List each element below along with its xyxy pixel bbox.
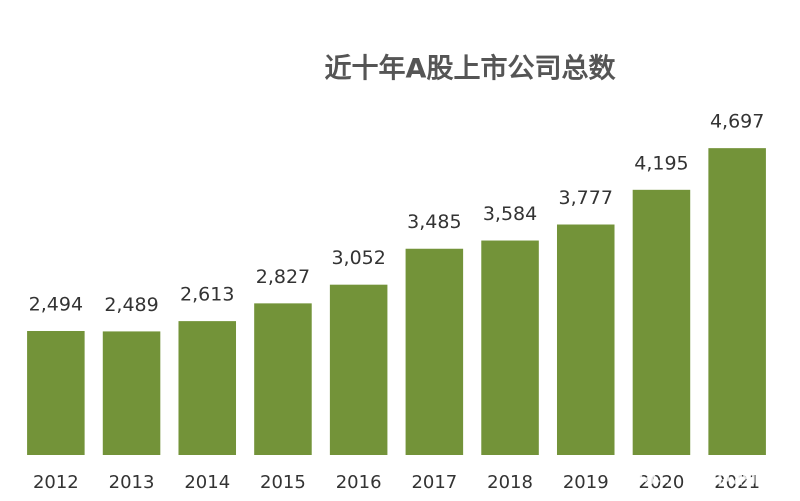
x-tick-label: 2016 [336,472,382,493]
x-tick-label: 2013 [109,472,155,493]
value-label: 3,052 [331,247,385,269]
bar [329,284,388,455]
value-label: 4,195 [634,152,688,174]
value-label: 4,697 [710,111,764,133]
value-label: 3,584 [483,203,537,225]
watermark: 雪球：楼市洞察 [612,460,781,488]
bar [556,224,615,455]
x-tick-label: 2017 [411,472,457,493]
x-tick-label: 2018 [487,472,533,493]
value-label: 2,613 [180,284,234,306]
chart-title: 近十年A股上市公司总数 [325,53,617,85]
x-tick-label: 2021 [714,472,760,493]
value-label: 3,777 [559,187,613,209]
bar [27,330,85,455]
value-label: 2,827 [256,266,310,288]
bar [405,248,464,455]
bar [481,240,539,455]
bar [708,148,766,456]
value-label: 3,485 [407,211,461,233]
value-label: 2,494 [29,293,83,315]
bar [254,303,312,455]
x-tick-label: 2015 [260,472,306,493]
x-tick-label: 2020 [639,472,685,493]
x-tick-label: 2012 [33,472,79,493]
x-tick-label: 2014 [184,472,230,493]
value-label: 2,489 [104,294,158,316]
x-tick-label: 2019 [563,472,609,493]
bar [102,331,161,455]
bar [178,321,237,455]
bar [632,189,691,455]
